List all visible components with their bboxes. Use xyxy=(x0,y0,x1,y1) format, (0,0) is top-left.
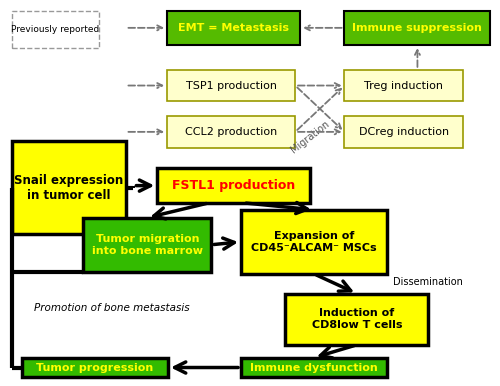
Text: DCreg induction: DCreg induction xyxy=(358,127,448,137)
Text: Migration: Migration xyxy=(288,119,331,155)
Text: Dissemination: Dissemination xyxy=(393,277,462,287)
FancyBboxPatch shape xyxy=(241,210,387,274)
FancyBboxPatch shape xyxy=(344,116,463,148)
FancyBboxPatch shape xyxy=(12,141,126,234)
FancyBboxPatch shape xyxy=(157,168,310,203)
Text: EMT = Metastasis: EMT = Metastasis xyxy=(178,23,289,33)
FancyBboxPatch shape xyxy=(344,70,463,101)
Text: Tumor migration
into bone marrow: Tumor migration into bone marrow xyxy=(92,234,203,256)
Text: FSTL1 production: FSTL1 production xyxy=(172,179,295,192)
Text: Promotion of bone metastasis: Promotion of bone metastasis xyxy=(34,303,190,313)
Text: CCL2 production: CCL2 production xyxy=(185,127,277,137)
FancyBboxPatch shape xyxy=(22,358,168,378)
Text: Previously reported: Previously reported xyxy=(12,25,100,34)
Text: TSP1 production: TSP1 production xyxy=(186,81,276,91)
FancyBboxPatch shape xyxy=(344,10,490,45)
FancyBboxPatch shape xyxy=(286,294,428,345)
Text: Immune dysfunction: Immune dysfunction xyxy=(250,362,378,372)
FancyBboxPatch shape xyxy=(12,10,99,48)
FancyBboxPatch shape xyxy=(83,218,212,272)
Text: Tumor progression: Tumor progression xyxy=(36,362,154,372)
Text: Immune suppression: Immune suppression xyxy=(352,23,482,33)
FancyBboxPatch shape xyxy=(167,116,295,148)
Text: Snail expression
in tumor cell: Snail expression in tumor cell xyxy=(14,174,124,201)
FancyBboxPatch shape xyxy=(167,70,295,101)
Text: Expansion of
CD45⁻ALCAM⁻ MSCs: Expansion of CD45⁻ALCAM⁻ MSCs xyxy=(251,231,376,252)
Text: Treg induction: Treg induction xyxy=(364,81,443,91)
Text: Induction of
CD8low T cells: Induction of CD8low T cells xyxy=(312,308,402,330)
FancyBboxPatch shape xyxy=(241,358,387,378)
FancyBboxPatch shape xyxy=(167,10,300,45)
